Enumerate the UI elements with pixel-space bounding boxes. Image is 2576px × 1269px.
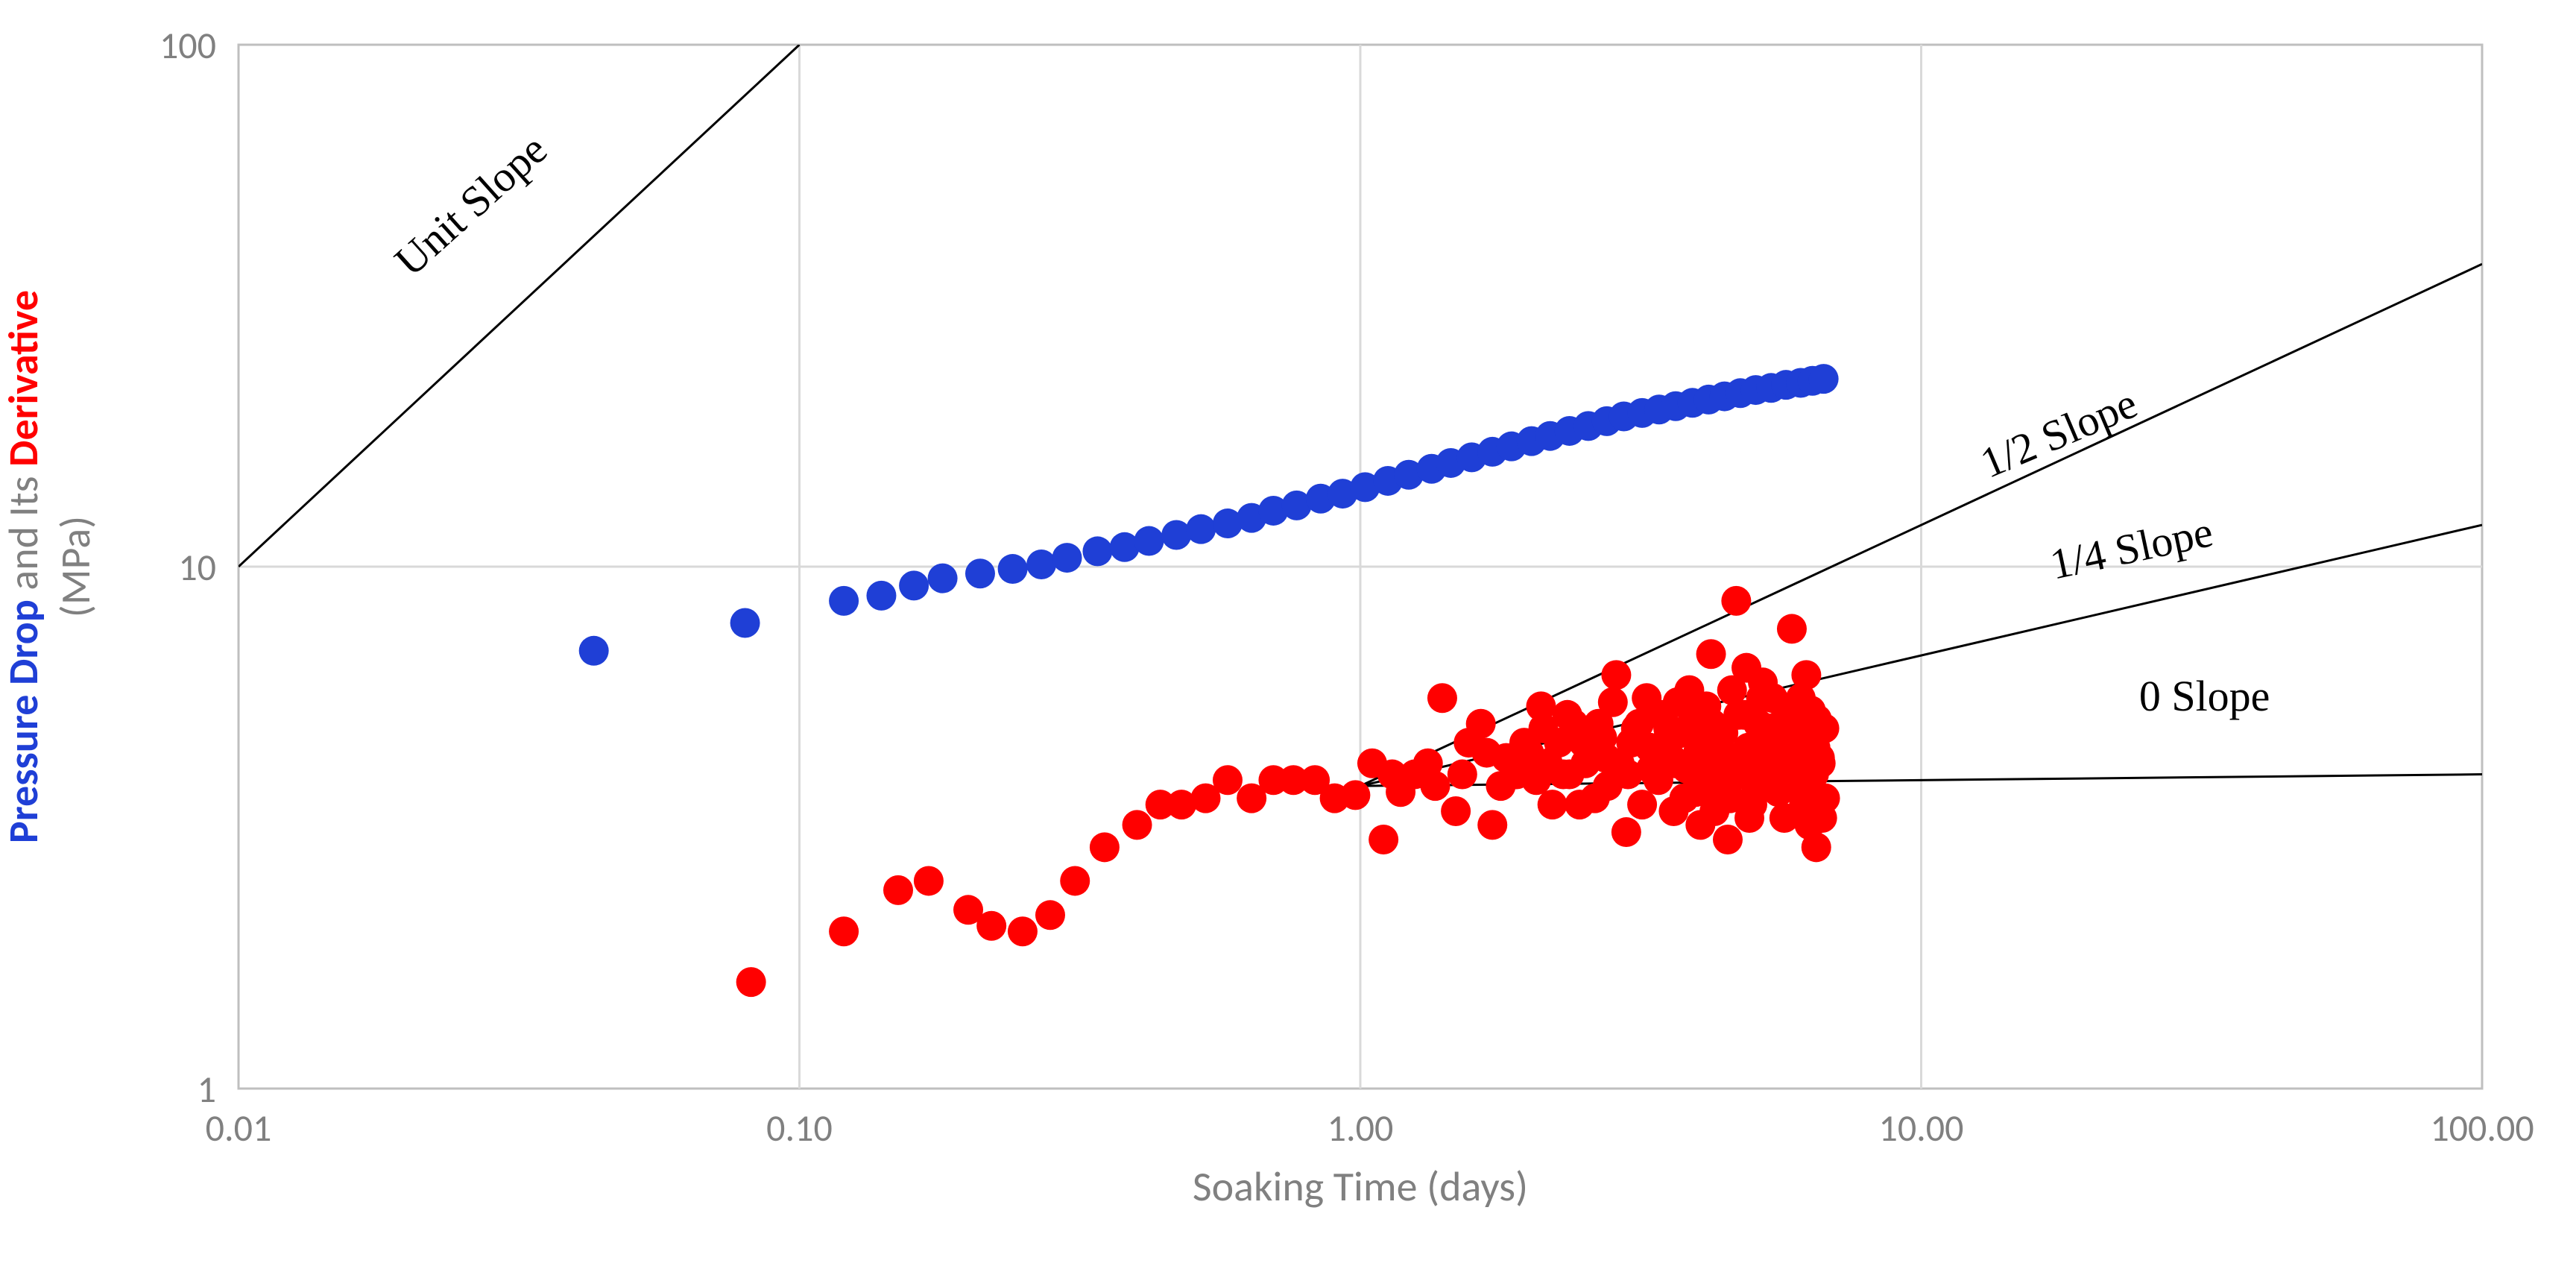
x-tick-label: 0.10 [766, 1106, 833, 1151]
data-point [914, 866, 944, 895]
data-point [1186, 514, 1216, 544]
data-point [1696, 639, 1726, 669]
unit-slope-line [239, 45, 800, 567]
half-slope-label: 1/2 Slope [1974, 379, 2144, 488]
data-point [1477, 810, 1507, 840]
y-axis-unit: (MPa) [51, 516, 101, 617]
y-tick-label: 10 [178, 545, 216, 591]
data-point [1810, 714, 1840, 743]
data-point [829, 586, 859, 616]
unit-slope-label: Unit Slope [385, 125, 556, 285]
data-point [1161, 520, 1191, 550]
data-point [730, 608, 760, 638]
data-point [1008, 916, 1038, 946]
y-tick-label: 100 [160, 23, 216, 69]
data-point [1472, 738, 1502, 768]
x-tick-label: 10.00 [1879, 1106, 1964, 1151]
data-point [928, 564, 958, 593]
chart-container: Unit Slope 1/2 Slope 1/4 Slope 0 Slope 0.01 0… [0, 0, 2576, 1269]
data-point [1734, 803, 1764, 833]
data-point [1598, 687, 1628, 717]
series-derivative [736, 586, 1840, 997]
data-point [1611, 817, 1641, 847]
data-point [883, 875, 913, 905]
data-point [1658, 796, 1688, 826]
data-point [1082, 536, 1112, 566]
data-point [1123, 810, 1152, 840]
data-point [1466, 709, 1496, 739]
data-point [1795, 810, 1825, 840]
data-point [1368, 825, 1398, 854]
data-point [1377, 760, 1407, 790]
data-point [1134, 526, 1164, 556]
data-point [1570, 749, 1600, 778]
data-point [1721, 586, 1751, 616]
data-point [1777, 614, 1807, 643]
y-title-part-0: Pressure Drop [0, 599, 49, 843]
data-point [1720, 743, 1749, 773]
data-point [965, 558, 995, 588]
data-point [579, 636, 609, 666]
data-point [1448, 760, 1477, 790]
data-point [1627, 790, 1657, 819]
data-point [1565, 790, 1594, 819]
zero-slope-label: 0 Slope [2139, 672, 2270, 720]
x-tick-label: 100.00 [2430, 1106, 2534, 1151]
data-point [899, 570, 929, 600]
data-point [1090, 832, 1120, 862]
x-axis-title: Soaking Time (days) [1193, 1162, 1528, 1212]
x-tick-label: 0.01 [206, 1106, 272, 1151]
data-point [1713, 825, 1743, 854]
data-point [1809, 364, 1839, 394]
data-point [1441, 796, 1471, 826]
data-point [1601, 660, 1631, 690]
y-axis-title: Pressure Drop and Its Derivative(MPa) [0, 290, 101, 843]
data-point [1213, 765, 1243, 795]
data-point [1420, 771, 1450, 801]
data-point [1703, 771, 1733, 801]
data-point [1791, 660, 1821, 690]
data-point [1052, 543, 1082, 573]
data-point [1486, 771, 1515, 801]
data-point [1685, 810, 1715, 840]
data-point [1663, 687, 1693, 717]
data-point [1644, 765, 1673, 795]
x-tick-label: 1.00 [1328, 1106, 1394, 1151]
y-tick-label: 1 [198, 1067, 216, 1112]
data-point [1026, 550, 1056, 579]
data-series [579, 364, 1840, 997]
data-point [1588, 723, 1617, 753]
y-title-part-1: and Its [0, 467, 49, 599]
quarter-slope-label: 1/4 Slope [2046, 507, 2217, 588]
svg-text:Pressure Drop and Its Derivati: Pressure Drop and Its Derivative [0, 290, 49, 843]
data-point [1613, 760, 1643, 790]
data-point [1035, 900, 1065, 930]
data-point [1538, 790, 1568, 819]
data-point [976, 911, 1006, 941]
series-pressure-drop [579, 364, 1839, 666]
data-point [829, 916, 859, 946]
data-point [1340, 780, 1370, 810]
data-point [866, 581, 896, 611]
data-point [1748, 667, 1778, 697]
y-title-part-2: Derivative [0, 290, 49, 467]
data-point [1697, 709, 1727, 739]
data-point [1427, 683, 1457, 713]
data-point [998, 554, 1028, 584]
chart-svg: Unit Slope 1/2 Slope 1/4 Slope 0 Slope 0.01 0… [0, 0, 2576, 1269]
data-point [736, 967, 766, 997]
data-point [1060, 866, 1090, 895]
data-point [1553, 700, 1582, 730]
data-point [1767, 718, 1797, 748]
data-point [1805, 743, 1835, 773]
data-point [1653, 714, 1683, 743]
